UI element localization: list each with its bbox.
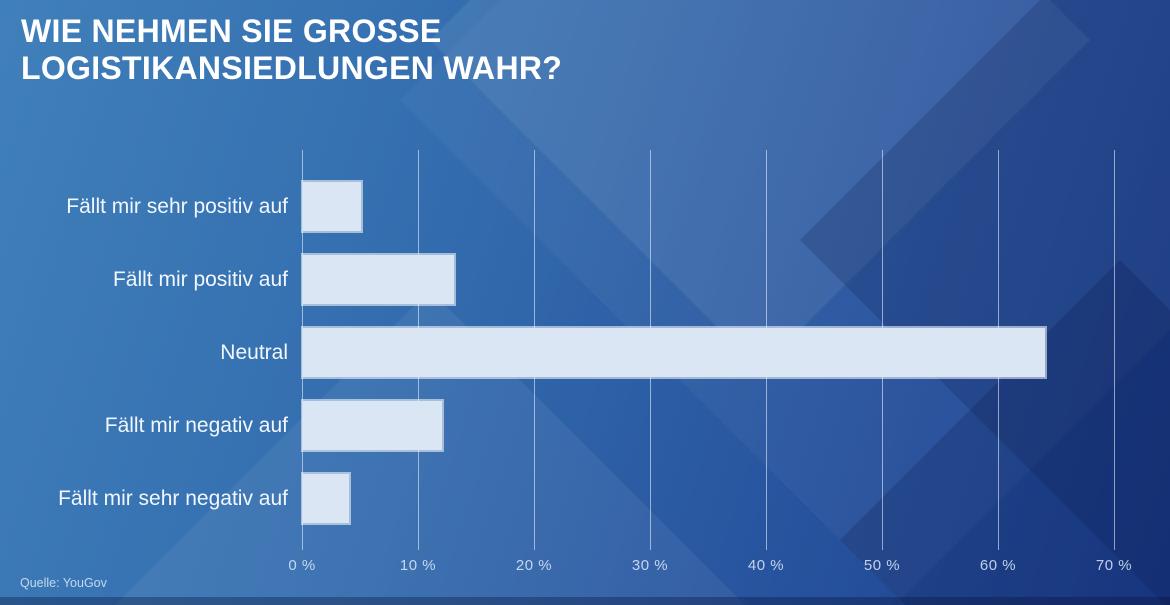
bar xyxy=(303,328,1046,377)
x-tick-label-10: 10 % xyxy=(399,557,437,574)
category-label: Fällt mir negativ auf xyxy=(104,414,288,437)
chart-title: WIE NEHMEN SIE GROSSE LOGISTIKANSIEDLUNG… xyxy=(21,13,563,86)
gridline-70 xyxy=(1114,150,1115,550)
bar xyxy=(303,182,361,231)
x-tick-label-60: 60 % xyxy=(979,557,1017,574)
gridline-0 xyxy=(302,150,303,550)
x-tick-label-50: 50 % xyxy=(863,557,901,574)
x-tick-label-70: 70 % xyxy=(1095,557,1133,574)
x-tick-label-40: 40 % xyxy=(747,557,785,574)
category-label: Fällt mir sehr negativ auf xyxy=(58,487,288,510)
bar xyxy=(303,474,350,523)
category-label: Fällt mir positiv auf xyxy=(112,268,288,291)
category-label: Fällt mir sehr positiv auf xyxy=(66,195,288,218)
x-tick-label-20: 20 % xyxy=(515,557,553,574)
source-caption: Quelle: YouGov xyxy=(20,576,107,590)
x-tick-label-0: 0 % xyxy=(288,557,316,574)
bar xyxy=(303,401,443,450)
x-tick-label-30: 30 % xyxy=(631,557,669,574)
bar xyxy=(303,255,454,304)
bottom-accent-band xyxy=(0,597,1170,605)
category-label: Neutral xyxy=(220,341,288,364)
